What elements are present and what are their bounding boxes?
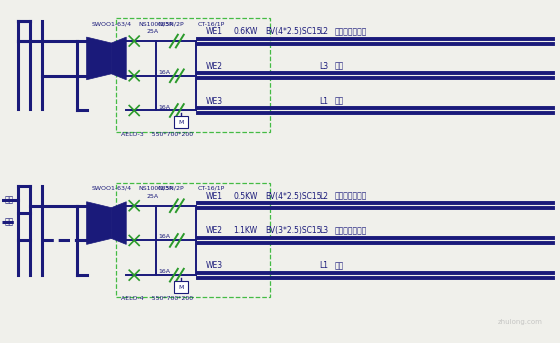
Text: L2: L2 xyxy=(320,192,329,201)
Text: 16A: 16A xyxy=(158,235,170,239)
Text: L1: L1 xyxy=(320,261,329,270)
Text: L1: L1 xyxy=(320,96,329,106)
Bar xyxy=(174,117,188,128)
Text: L2: L2 xyxy=(320,27,329,36)
Text: 1.1KW: 1.1KW xyxy=(234,226,258,236)
Text: NS100N/3P: NS100N/3P xyxy=(138,21,173,26)
Text: 25A: 25A xyxy=(146,29,158,34)
Text: C65N/2P: C65N/2P xyxy=(158,21,185,26)
Text: BV(4*2.5)SC15: BV(4*2.5)SC15 xyxy=(265,192,321,201)
Text: BV(4*2.5)SC15: BV(4*2.5)SC15 xyxy=(265,27,321,36)
Text: AELO-3    550*700*200: AELO-3 550*700*200 xyxy=(122,132,193,137)
Text: 地下室应急照明: 地下室应急照明 xyxy=(334,27,367,36)
Text: NS100N/3P: NS100N/3P xyxy=(138,186,173,191)
Text: BV(3*2.5)SC15: BV(3*2.5)SC15 xyxy=(265,226,321,236)
Text: SWOO1-63/4: SWOO1-63/4 xyxy=(91,21,132,26)
Text: CT-16/1P: CT-16/1P xyxy=(198,186,225,191)
Text: 0.6KW: 0.6KW xyxy=(234,27,258,36)
Text: WE3: WE3 xyxy=(206,261,223,270)
Text: AELO-4    550*700*200: AELO-4 550*700*200 xyxy=(122,296,193,301)
Text: zhulong.com: zhulong.com xyxy=(498,319,543,325)
Text: WE2: WE2 xyxy=(206,62,223,71)
Polygon shape xyxy=(111,202,126,245)
Text: 主供: 主供 xyxy=(4,195,13,204)
Text: 地下室应急照明: 地下室应急照明 xyxy=(334,192,367,201)
Text: M: M xyxy=(178,120,184,125)
Text: 备用: 备用 xyxy=(334,62,344,71)
Text: 备用: 备用 xyxy=(334,96,344,106)
Bar xyxy=(116,183,270,297)
Text: SWOO1-63/4: SWOO1-63/4 xyxy=(91,186,132,191)
Text: 0.5KW: 0.5KW xyxy=(234,192,258,201)
Text: 25A: 25A xyxy=(146,194,158,199)
Polygon shape xyxy=(111,37,126,80)
Polygon shape xyxy=(87,202,111,245)
Text: M: M xyxy=(178,285,184,289)
Polygon shape xyxy=(87,37,111,80)
Text: 备供: 备供 xyxy=(4,217,13,226)
Bar xyxy=(116,18,270,132)
Text: 备用: 备用 xyxy=(334,261,344,270)
Text: 16A: 16A xyxy=(158,269,170,274)
Text: WE2: WE2 xyxy=(206,226,223,236)
Text: L3: L3 xyxy=(320,62,329,71)
Bar xyxy=(174,281,188,293)
Text: WE3: WE3 xyxy=(206,96,223,106)
Text: L3: L3 xyxy=(320,226,329,236)
Text: WE1: WE1 xyxy=(206,27,223,36)
Text: 地下室应急照明: 地下室应急照明 xyxy=(334,226,367,236)
Text: C65N/2P: C65N/2P xyxy=(158,186,185,191)
Text: 16A: 16A xyxy=(158,70,170,75)
Text: 16A: 16A xyxy=(158,105,170,109)
Text: WE1: WE1 xyxy=(206,192,223,201)
Text: CT-16/1P: CT-16/1P xyxy=(198,21,225,26)
